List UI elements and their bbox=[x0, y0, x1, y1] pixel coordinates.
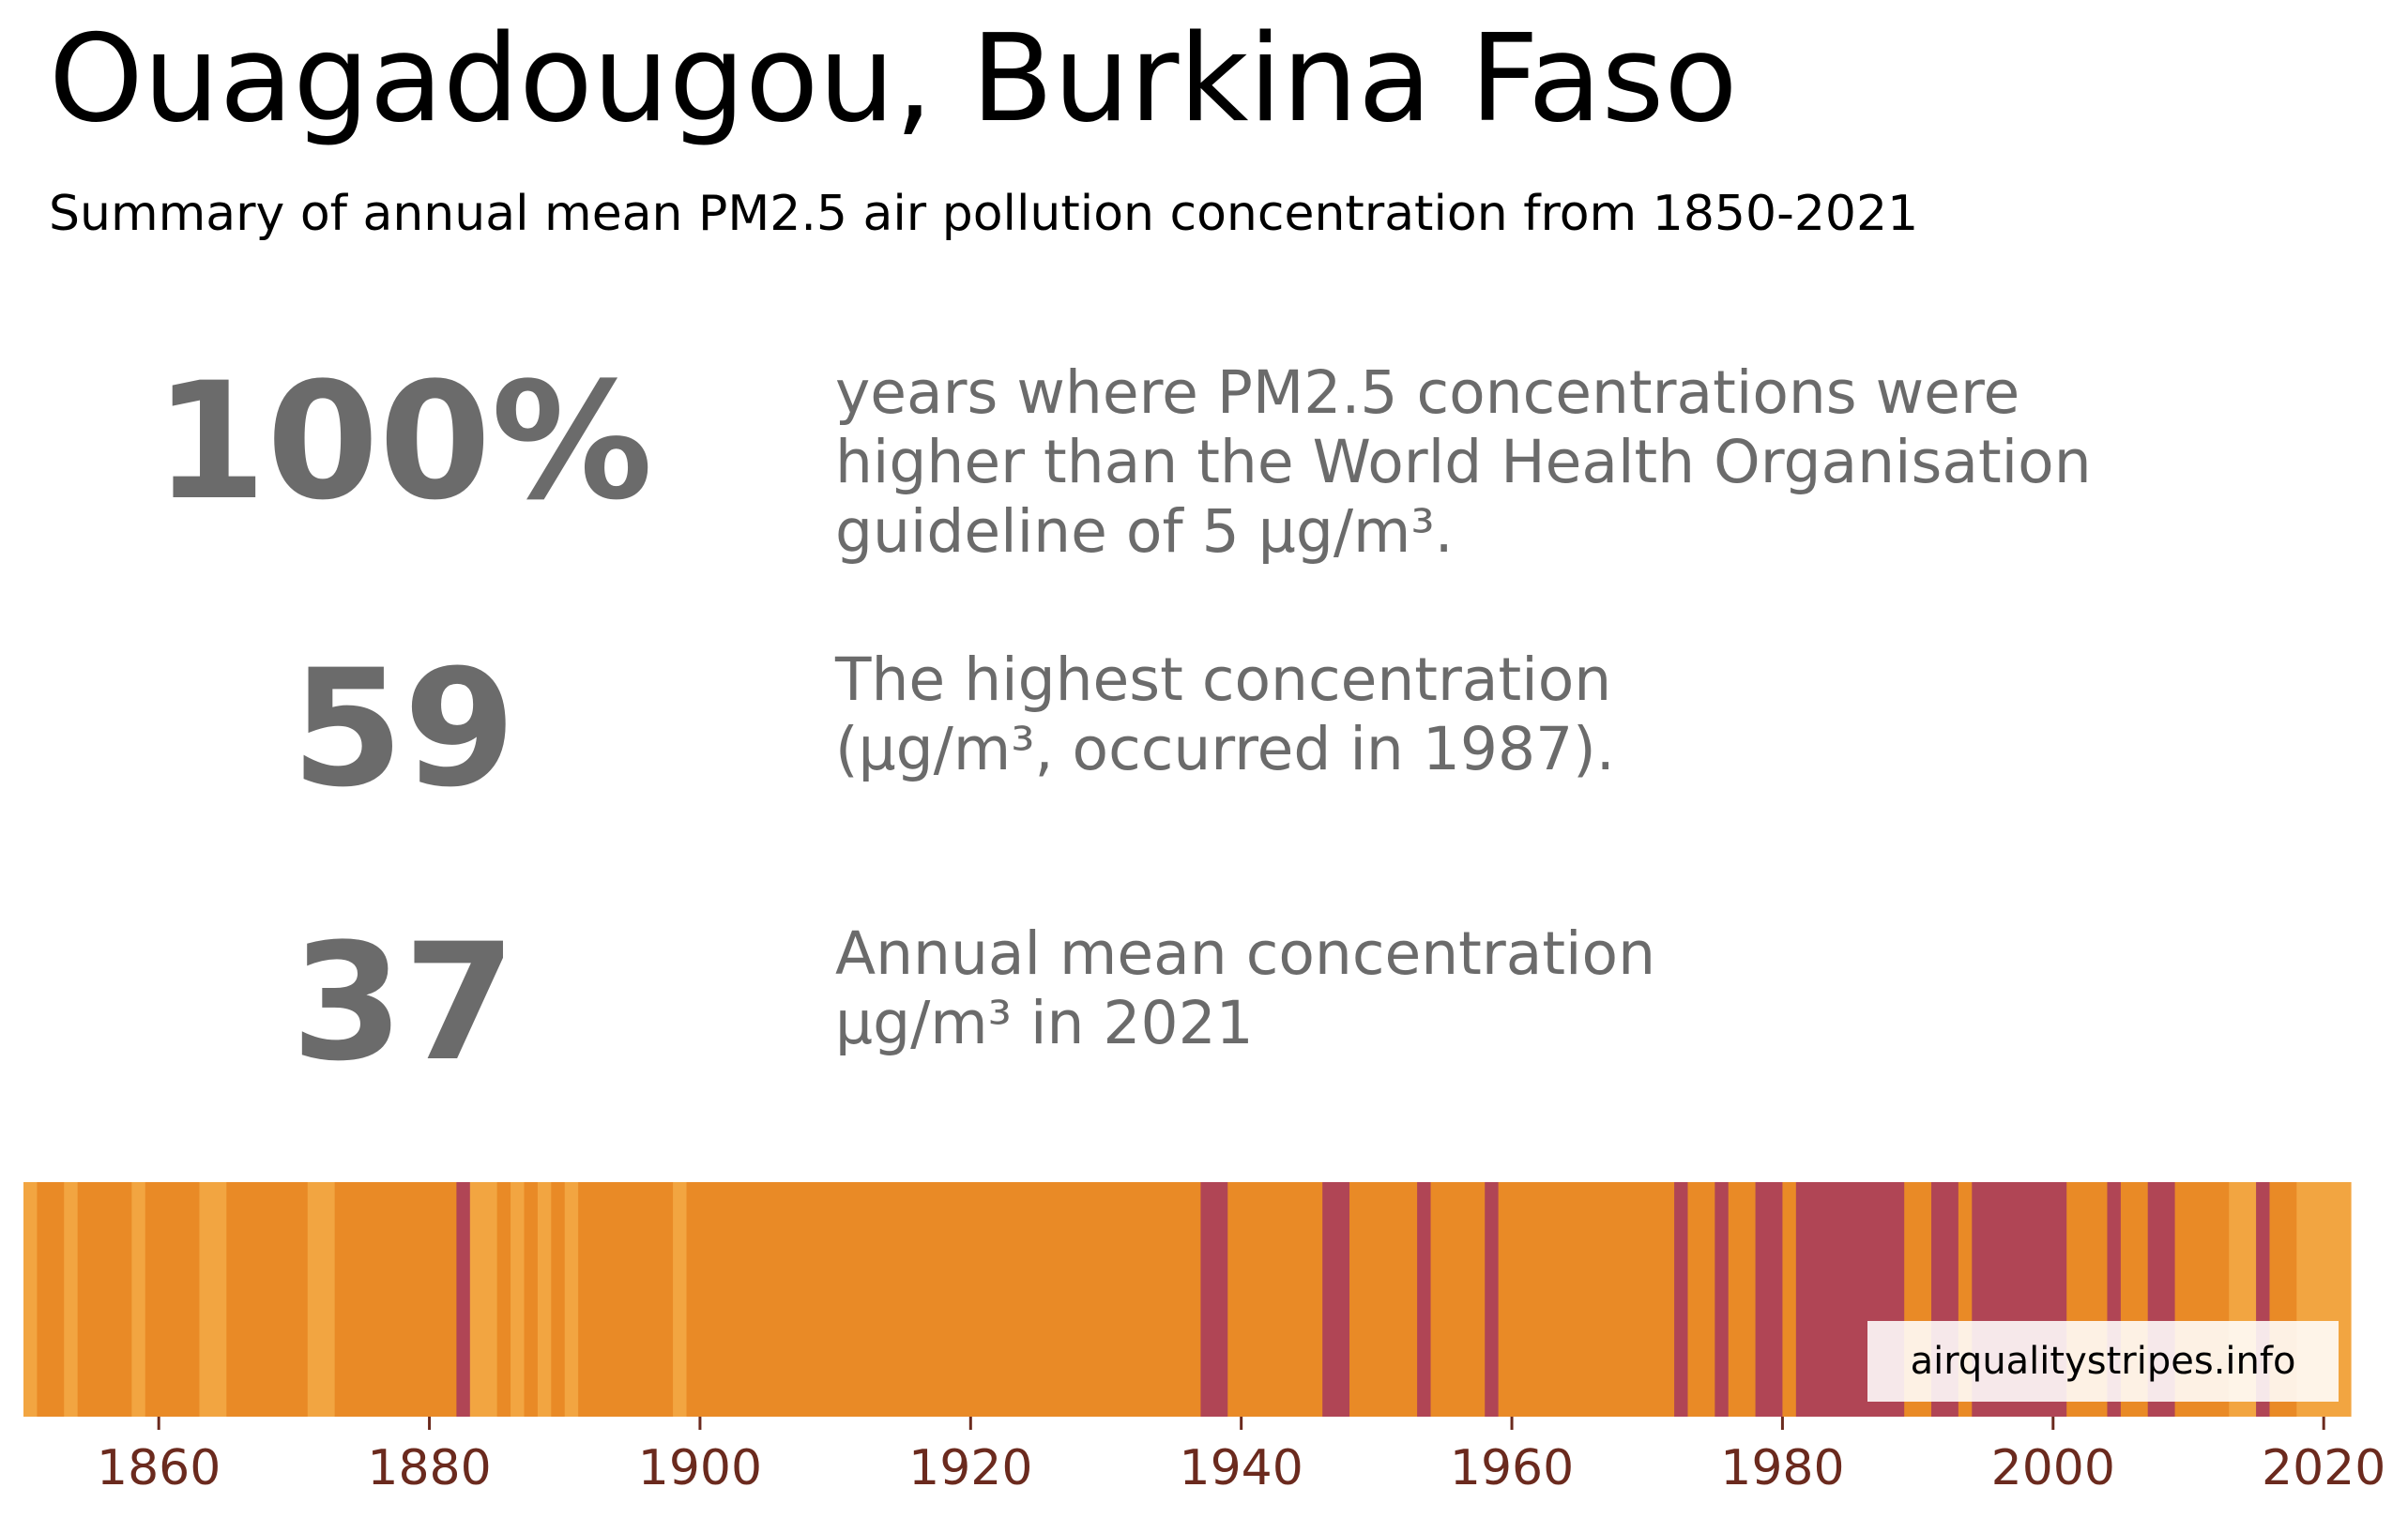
stripe-segment bbox=[1200, 1182, 1228, 1417]
stripe-segment bbox=[456, 1182, 471, 1417]
stripe-segment bbox=[537, 1182, 552, 1417]
stripe-segment bbox=[1349, 1182, 1418, 1417]
stripe-segment bbox=[496, 1182, 511, 1417]
stat-text-line: guideline of 5 μg/m³. bbox=[835, 497, 1454, 566]
stripe-segment bbox=[511, 1182, 526, 1417]
stripe-segment bbox=[469, 1182, 498, 1417]
stripe-segment bbox=[131, 1182, 146, 1417]
stripe-segment bbox=[1715, 1182, 1730, 1417]
stripe-segment bbox=[334, 1182, 457, 1417]
stripe-segment bbox=[686, 1182, 1202, 1417]
stripe-segment bbox=[77, 1182, 132, 1417]
stat-text-highest: The highest concentration (μg/m³, occurr… bbox=[835, 645, 1615, 784]
stripe-segment bbox=[307, 1182, 336, 1417]
stat-text-line: years where PM2.5 concentrations were bbox=[835, 358, 2020, 427]
stripe-segment bbox=[564, 1182, 579, 1417]
stripe-segment bbox=[551, 1182, 566, 1417]
stripe-segment bbox=[1674, 1182, 1689, 1417]
stat-text-line: Annual mean concentration bbox=[835, 919, 1656, 988]
stat-text-line: higher than the World Health Organisatio… bbox=[835, 428, 2092, 496]
x-tick-label: 1940 bbox=[1180, 1440, 1303, 1496]
stripe-segment bbox=[1687, 1182, 1715, 1417]
stripe-segment bbox=[1728, 1182, 1757, 1417]
stripe-segment bbox=[226, 1182, 309, 1417]
x-tick-label: 1900 bbox=[638, 1440, 762, 1496]
stat-block-percent: 100% years where PM2.5 concentrations we… bbox=[0, 347, 2408, 566]
stripe-segment bbox=[145, 1182, 201, 1417]
stripe-segment bbox=[64, 1182, 79, 1417]
stripe-segment bbox=[524, 1182, 539, 1417]
x-tick-label: 1980 bbox=[1720, 1440, 1844, 1496]
stripe-segment bbox=[37, 1182, 65, 1417]
stat-text-line: (μg/m³, occurred in 1987). bbox=[835, 715, 1615, 783]
x-tick-label: 1920 bbox=[908, 1440, 1032, 1496]
x-tick-label: 1860 bbox=[97, 1440, 221, 1496]
credit-label: airqualitystripes.info bbox=[1867, 1321, 2339, 1402]
stripe-segment bbox=[1755, 1182, 1784, 1417]
page-subtitle: Summary of annual mean PM2.5 air polluti… bbox=[49, 186, 1919, 242]
page-title: Ouagadougou, Burkina Faso bbox=[49, 9, 1738, 149]
stripe-segment bbox=[1430, 1182, 1486, 1417]
stripe-segment bbox=[673, 1182, 688, 1417]
stripe-segment bbox=[1417, 1182, 1432, 1417]
stripe-segment bbox=[199, 1182, 227, 1417]
x-tick-label: 1880 bbox=[367, 1440, 491, 1496]
stat-value-highest: 59 bbox=[291, 634, 516, 823]
stripe-segment bbox=[578, 1182, 674, 1417]
stat-value-percent: 100% bbox=[154, 347, 653, 536]
stat-value-annual: 37 bbox=[291, 908, 516, 1097]
stat-block-highest: 59 The highest concentration (μg/m³, occ… bbox=[0, 634, 2408, 823]
stripe-segment bbox=[1227, 1182, 1323, 1417]
stat-text-percent: years where PM2.5 concentrations were hi… bbox=[835, 358, 2092, 567]
stat-text-line: The highest concentration bbox=[835, 645, 1612, 714]
stripe-segment bbox=[23, 1182, 38, 1417]
stripe-segment bbox=[1782, 1182, 1797, 1417]
stat-text-annual: Annual mean concentration μg/m³ in 2021 bbox=[835, 919, 1655, 1058]
stripe-segment bbox=[1485, 1182, 1500, 1417]
x-tick-label: 2000 bbox=[1991, 1440, 2115, 1496]
stripe-segment bbox=[1322, 1182, 1350, 1417]
x-tick-label: 1960 bbox=[1450, 1440, 1574, 1496]
stripe-segment bbox=[1498, 1182, 1675, 1417]
stat-text-line: μg/m³ in 2021 bbox=[835, 989, 1254, 1057]
stat-block-annual: 37 Annual mean concentration μg/m³ in 20… bbox=[0, 908, 2408, 1097]
x-tick-label: 2020 bbox=[2262, 1440, 2385, 1496]
